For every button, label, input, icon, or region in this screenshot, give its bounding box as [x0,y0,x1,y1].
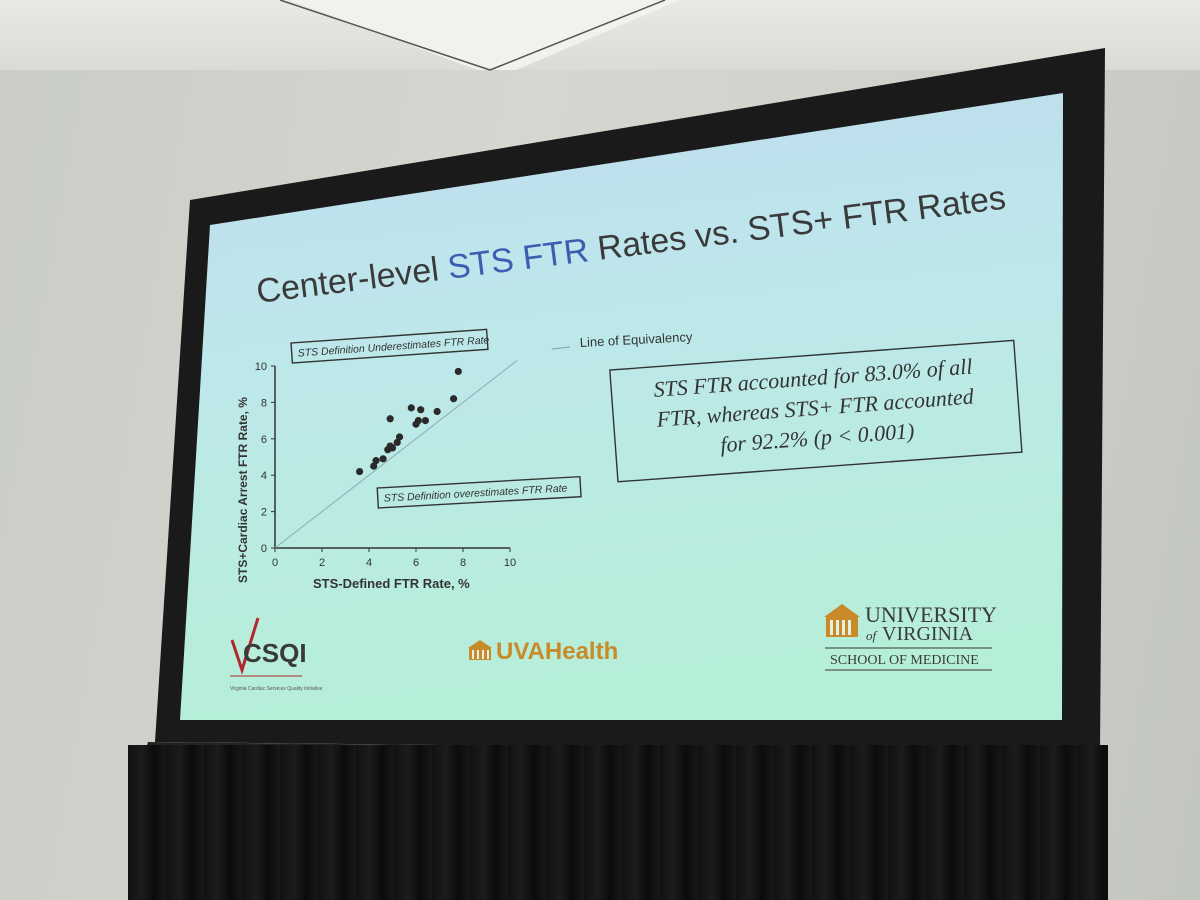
y-tick-label: 0 [261,543,267,555]
data-point [395,433,404,441]
legend-label: Line of Equivalency [579,329,693,350]
y-tick-label: 8 [261,397,267,409]
school-of-medicine-text: SCHOOL OF MEDICINE [830,653,979,668]
uva-health-wordmark: UVAHealth [496,638,618,665]
data-point [407,404,415,412]
data-point [414,417,422,425]
data-point [393,438,401,447]
slide-surface [180,93,1063,720]
data-point [454,367,462,376]
data-point [370,462,378,470]
annotation-upper-box [290,328,489,364]
x-tick-label: 6 [413,557,419,569]
rotunda-icon [468,640,492,660]
rotunda-large-icon [824,604,860,637]
data-point [386,415,394,423]
uva-som-logo: UNIVERSITY of VIRGINIA SCHOOL OF MEDICIN… [824,602,997,671]
y-tick-label: 10 [255,361,267,373]
data-point [417,406,425,414]
data-point [372,457,380,465]
university-of-text: of [866,628,879,643]
x-axis-label: STS-Defined FTR Rate, % [313,576,470,591]
x-tick-labels: 0 2 4 6 8 10 [272,548,516,569]
y-axis-label: STS+Cardiac Arrest FTR Rate, % [236,397,250,583]
x-tick-label: 8 [460,557,466,569]
y-tick-labels: 0 2 4 6 8 10 [255,361,275,555]
data-point [379,455,387,463]
uva-health-logo: UVAHealth [468,638,618,665]
x-tick-label: 2 [319,557,325,569]
virginia-text: VIRGINIA [882,623,974,645]
csqi-tagline: Virginia Cardiac Services Quality Initia… [230,686,323,692]
data-points [356,367,462,476]
data-point [450,395,458,403]
y-tick-label: 2 [261,507,267,519]
y-tick-label: 4 [261,470,267,482]
line-of-equivalency [274,360,518,549]
university-text: UNIVERSITY [865,602,997,627]
legend-line-swatch [551,346,571,350]
stage-curtain [128,745,1108,900]
csqi-logo: CSQI Virginia Cardiac Services Quality I… [230,617,323,692]
x-tick-label: 4 [366,557,372,569]
data-point [421,417,429,425]
data-point [433,407,441,416]
data-point [356,467,364,476]
csqi-wordmark: CSQI [243,638,307,668]
data-point [388,444,397,452]
x-tick-label: 10 [504,557,516,569]
annotation-lower-box [376,475,582,509]
x-tick-label: 0 [272,557,278,569]
y-tick-label: 6 [261,434,267,446]
callout-box [609,339,1023,483]
